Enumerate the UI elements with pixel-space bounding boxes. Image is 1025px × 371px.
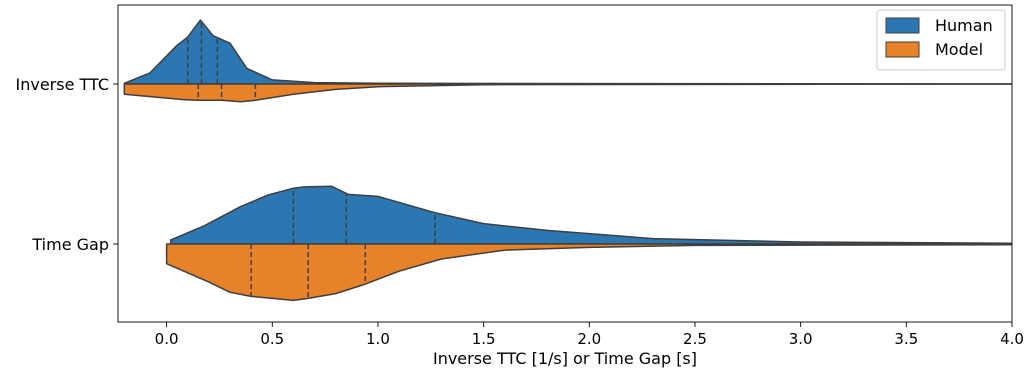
violin-model-inverse-ttc bbox=[123, 83, 1012, 103]
violin-human-inverse-ttc bbox=[123, 19, 1012, 85]
x-tick-label: 1.5 bbox=[472, 330, 496, 348]
legend-label-model: Model bbox=[935, 40, 983, 59]
x-tick-label: 2.0 bbox=[577, 330, 601, 348]
y-tick-label: Inverse TTC bbox=[15, 75, 109, 94]
legend-swatch-model bbox=[885, 41, 920, 58]
x-tick-label: 3.0 bbox=[789, 330, 813, 348]
plot-frame bbox=[117, 4, 1013, 323]
x-tick-label: 0.5 bbox=[260, 330, 284, 348]
legend: Human Model bbox=[876, 9, 1006, 71]
legend-swatch-human bbox=[885, 17, 920, 34]
x-axis: 0.0 0.5 1.0 1.5 2.0 2.5 3.0 3.5 4.0 bbox=[155, 322, 1024, 348]
x-axis-title: Inverse TTC [1/s] or Time Gap [s] bbox=[433, 349, 697, 368]
y-tick-label: Time Gap bbox=[31, 235, 109, 254]
quartile-lines-group bbox=[186, 21, 436, 299]
y-axis: Inverse TTC Time Gap bbox=[15, 75, 118, 254]
legend-label-human: Human bbox=[935, 16, 993, 35]
x-tick-label: 0.0 bbox=[155, 330, 179, 348]
violin-human-time-gap bbox=[170, 185, 1012, 245]
x-tick-label: 4.0 bbox=[1000, 330, 1024, 348]
x-tick-label: 1.0 bbox=[366, 330, 390, 348]
x-tick-label: 3.5 bbox=[894, 330, 918, 348]
x-tick-label: 2.5 bbox=[683, 330, 707, 348]
violin-model-time-gap bbox=[165, 243, 1012, 302]
